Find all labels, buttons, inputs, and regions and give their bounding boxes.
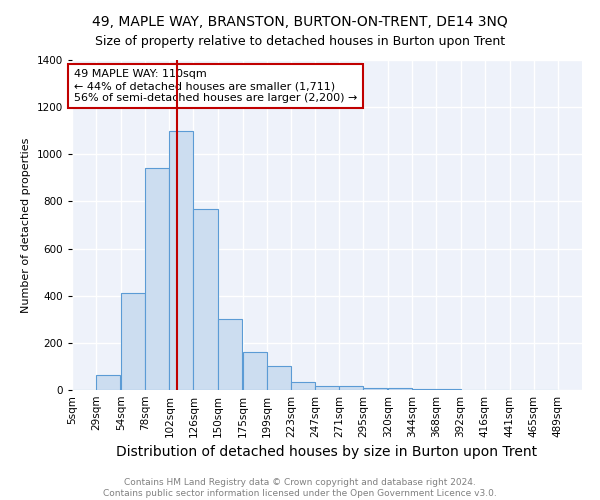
Text: 49 MAPLE WAY: 110sqm
← 44% of detached houses are smaller (1,711)
56% of semi-de: 49 MAPLE WAY: 110sqm ← 44% of detached h… (74, 70, 358, 102)
Bar (363, 388, 387, 390)
Bar (267, 366, 291, 390)
Bar (436, 389, 461, 390)
Bar (339, 386, 363, 390)
Bar (388, 388, 412, 390)
Text: Contains HM Land Registry data © Crown copyright and database right 2024.
Contai: Contains HM Land Registry data © Crown c… (103, 478, 497, 498)
Bar (291, 382, 315, 390)
Bar (145, 168, 169, 390)
Bar (412, 389, 436, 390)
Bar (121, 294, 145, 390)
Bar (315, 386, 339, 390)
Bar (96, 374, 120, 390)
Bar (169, 130, 193, 390)
Y-axis label: Number of detached properties: Number of detached properties (21, 138, 31, 312)
Bar (218, 320, 242, 390)
Bar (193, 208, 218, 390)
Bar (242, 352, 267, 390)
Text: 49, MAPLE WAY, BRANSTON, BURTON-ON-TRENT, DE14 3NQ: 49, MAPLE WAY, BRANSTON, BURTON-ON-TRENT… (92, 15, 508, 29)
Text: Size of property relative to detached houses in Burton upon Trent: Size of property relative to detached ho… (95, 35, 505, 48)
X-axis label: Distribution of detached houses by size in Burton upon Trent: Distribution of detached houses by size … (116, 446, 538, 460)
